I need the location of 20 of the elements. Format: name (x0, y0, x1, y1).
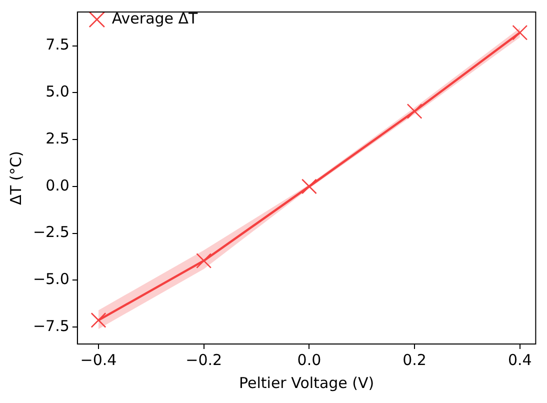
x-tick-label: −0.4 (80, 350, 117, 369)
point (90, 312, 106, 328)
y-tick-label: 5.0 (46, 82, 70, 101)
y-tick-label: 2.5 (46, 129, 70, 148)
x-tick-label: 0.0 (297, 350, 322, 369)
y-tick-label: 0.0 (46, 176, 70, 194)
x-tick-label: 0.4 (508, 350, 532, 369)
point (512, 24, 528, 40)
x-axis-title: Peltier Voltage (V) (239, 374, 374, 392)
y-tick-label: −5.0 (32, 270, 70, 288)
y-tick-label: 7.5 (46, 36, 70, 54)
legend-label: Average ΔT (112, 9, 199, 28)
point (196, 253, 212, 268)
y-tick-label: −2.5 (32, 223, 70, 242)
point (301, 178, 317, 194)
y-axis-title: ΔT (°C) (6, 151, 25, 205)
point (406, 104, 422, 119)
x-tick-label: 0.2 (402, 350, 426, 369)
x-tick-label: −0.2 (186, 350, 222, 369)
y-tick-label: −7.5 (32, 317, 70, 336)
